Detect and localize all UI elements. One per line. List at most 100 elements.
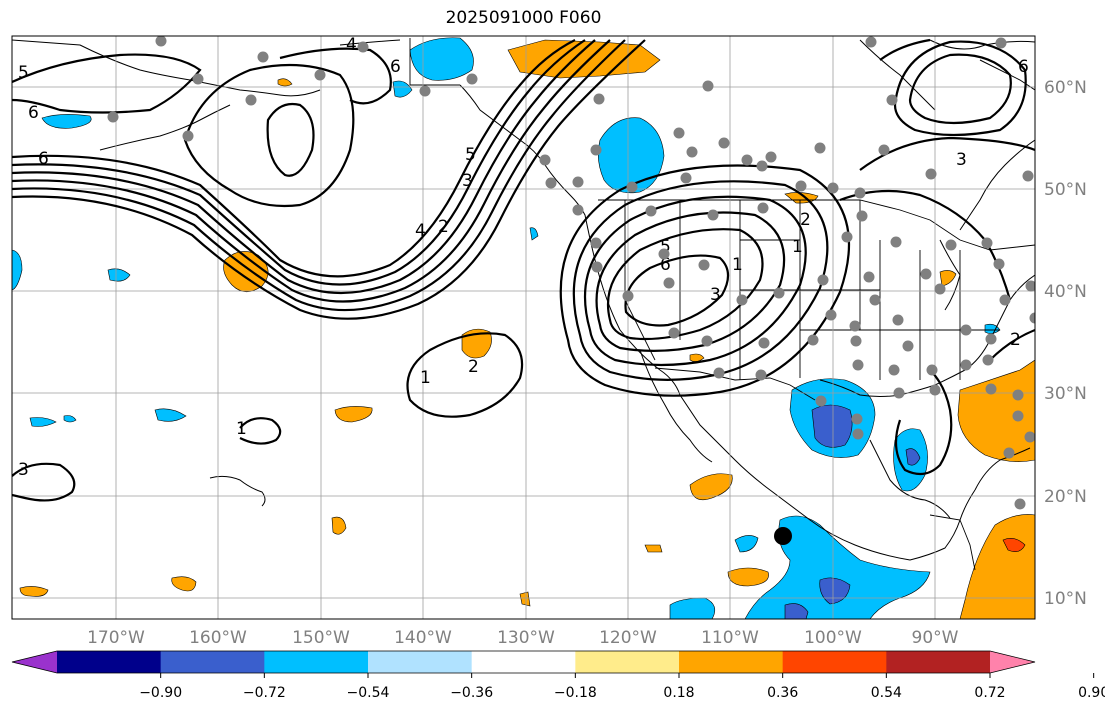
station-dot: [1014, 498, 1026, 510]
station-dot: [827, 182, 839, 194]
station-dot: [673, 127, 685, 139]
station-dot: [718, 137, 730, 149]
lat-label: 40°N: [1044, 282, 1087, 302]
colorbar-extend-low: [12, 651, 57, 673]
lon-label: 170°W: [87, 628, 145, 648]
station-dot: [591, 261, 603, 273]
colorbar-tick-label: −0.90: [139, 685, 182, 701]
colorbar-segment: [160, 651, 265, 673]
station-dot: [851, 413, 863, 425]
station-dot: [893, 387, 905, 399]
station-dot: [1025, 280, 1035, 292]
colorbar: −0.90 −0.72 −0.54 −0.36 −0.18 0.18 0.36 0.54 0.7…: [11, 650, 1105, 701]
lon-label: 130°W: [497, 628, 555, 648]
station-dot: [795, 180, 807, 192]
station-dot: [182, 130, 194, 142]
colorbar-tick-label: 0.90: [1078, 685, 1105, 701]
station-dot: [1012, 389, 1024, 401]
station-dot: [701, 335, 713, 347]
longitude-labels: 170°W 160°W 150°W 140°W 130°W 120°W 110°…: [87, 628, 959, 648]
station-dot: [707, 209, 719, 221]
gridlines: [12, 36, 1035, 619]
station-dot: [852, 359, 864, 371]
station-dot: [925, 168, 937, 180]
station-dot: [757, 202, 769, 214]
station-dot: [985, 383, 997, 395]
station-dot: [863, 271, 875, 283]
lat-label: 60°N: [1044, 78, 1087, 98]
station-dot: [545, 177, 557, 189]
lon-label: 160°W: [189, 628, 247, 648]
station-dot: [1029, 312, 1035, 324]
station-markers: [107, 36, 1035, 510]
station-dot: [702, 80, 714, 92]
contour-label: 6: [38, 149, 49, 169]
contour-label: 1: [792, 237, 803, 257]
station-dot: [815, 395, 827, 407]
station-dot: [926, 364, 938, 376]
station-dot: [960, 359, 972, 371]
station-dot: [626, 181, 638, 193]
lat-label: 10°N: [1044, 589, 1087, 609]
station-dot: [929, 384, 941, 396]
station-dot: [920, 268, 932, 280]
station-dot: [886, 94, 898, 106]
station-dot: [622, 290, 634, 302]
station-dot: [686, 146, 698, 158]
station-dot: [869, 294, 881, 306]
colorbar-segment: [368, 651, 473, 673]
station-dot: [572, 204, 584, 216]
station-dot: [852, 428, 864, 440]
colorbar-segment: [886, 651, 991, 673]
lon-label: 110°W: [701, 628, 759, 648]
station-dot: [590, 144, 602, 156]
colorbar-tick-label: 0.54: [871, 685, 902, 701]
station-dot: [155, 36, 167, 47]
station-dot: [419, 85, 431, 97]
station-dot: [945, 239, 957, 251]
contour-label: 1: [420, 368, 431, 388]
station-dot: [107, 111, 119, 123]
storm-location-marker: [774, 527, 792, 545]
contour-label: 5: [465, 145, 476, 165]
station-dot: [995, 37, 1007, 49]
latitude-labels: 60°N 50°N 40°N 30°N 20°N 10°N: [1044, 78, 1087, 609]
station-dot: [713, 367, 725, 379]
station-dot: [756, 160, 768, 172]
contour-label: 3: [956, 150, 967, 170]
colorbar-tick-label: 0.72: [974, 685, 1005, 701]
station-dot: [993, 258, 1005, 270]
contour-label: 6: [1018, 57, 1029, 77]
map-frame: [11, 35, 1036, 620]
map-background: [12, 36, 1035, 619]
station-dot: [1003, 447, 1015, 459]
contour-label: 3: [462, 171, 473, 191]
contour-labels: 4 6 5 6 6 2 4 3 5 6 5 3 1 2 1 3 2 1 1 3 …: [18, 36, 1029, 480]
colorbar-extend-high: [990, 651, 1035, 673]
station-dot: [741, 154, 753, 166]
colorbar-segment: [575, 651, 680, 673]
station-dot: [765, 151, 777, 163]
station-dot: [1022, 170, 1034, 182]
contour-label: 5: [660, 237, 671, 257]
colorbar-tick-label: −0.18: [554, 685, 597, 701]
contour-label: 2: [468, 357, 479, 377]
station-dot: [663, 277, 675, 289]
station-dot: [192, 73, 204, 85]
contour-label: 1: [236, 419, 247, 439]
station-dot: [755, 369, 767, 381]
colorbar-segment: [57, 651, 162, 673]
station-dot: [539, 154, 551, 166]
colorbar-tick-label: −0.72: [243, 685, 286, 701]
station-dot: [1012, 410, 1024, 422]
colorbar-segment: [264, 651, 369, 673]
contour-label: 3: [18, 460, 29, 480]
lon-label: 150°W: [292, 628, 350, 648]
station-dot: [245, 94, 257, 106]
station-dot: [807, 334, 819, 346]
station-dot: [817, 274, 829, 286]
station-dot: [698, 259, 710, 271]
station-dot: [892, 314, 904, 326]
contour-label: 2: [438, 217, 449, 237]
